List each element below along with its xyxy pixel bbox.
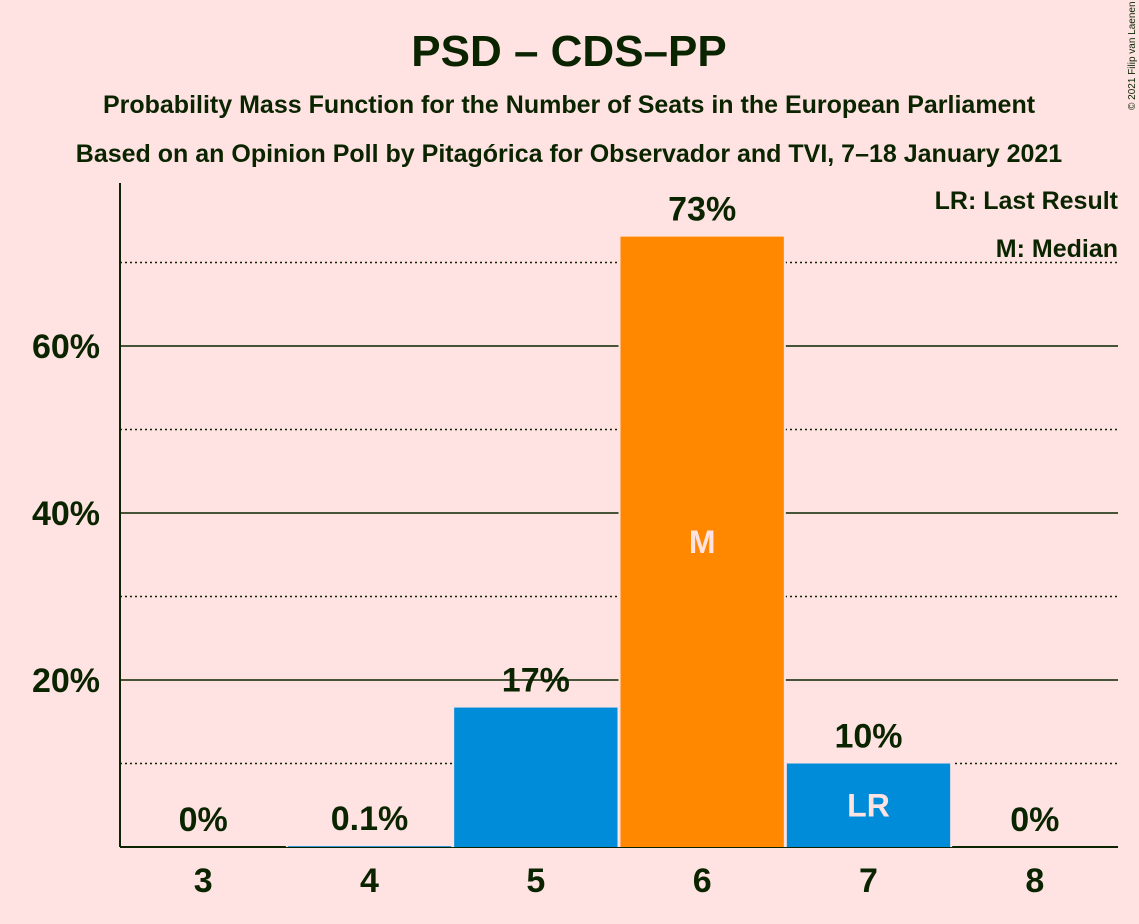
- data-label: 17%: [502, 662, 570, 700]
- bar-seats-7: [786, 763, 951, 847]
- copyright-text: © 2021 Filip van Laenen: [1127, 1, 1138, 110]
- x-tick-label: 4: [360, 862, 379, 900]
- data-label: 0%: [179, 801, 228, 839]
- data-label: 73%: [668, 191, 736, 229]
- bar-seats-4: [287, 846, 452, 847]
- data-label: 0%: [1010, 801, 1059, 839]
- chart-title: PSD – CDS–PP: [411, 27, 726, 76]
- chart-subtitle-2: Based on an Opinion Poll by Pitagórica f…: [76, 140, 1063, 168]
- legend-median: M: Median: [996, 235, 1118, 263]
- data-label: 0.1%: [331, 800, 409, 838]
- x-tick-label: 8: [1025, 862, 1044, 900]
- bar-seats-6: [620, 236, 784, 848]
- in-bar-label: M: [689, 524, 716, 560]
- y-tick-label: 60%: [32, 328, 100, 366]
- x-tick-label: 5: [526, 862, 545, 900]
- y-tick-label: 40%: [32, 495, 100, 533]
- bars: [285, 234, 953, 848]
- chart-subtitle: Probability Mass Function for the Number…: [103, 91, 1036, 119]
- x-tick-label: 6: [693, 862, 712, 900]
- legend-last-result: LR: Last Result: [935, 187, 1119, 215]
- bar-seats-5: [454, 707, 618, 847]
- x-tick-label: 3: [194, 862, 213, 900]
- bar-gap: [285, 844, 454, 847]
- y-tick-label: 20%: [32, 662, 100, 700]
- data-label: 10%: [834, 718, 902, 756]
- x-tick-label: 7: [859, 862, 878, 900]
- labels: 20% 40% 60% 0% 3 0.1% 4 17% 5 73% M 6 10% LR 7 0% 8: [32, 191, 1059, 900]
- in-bar-label: LR: [847, 787, 890, 823]
